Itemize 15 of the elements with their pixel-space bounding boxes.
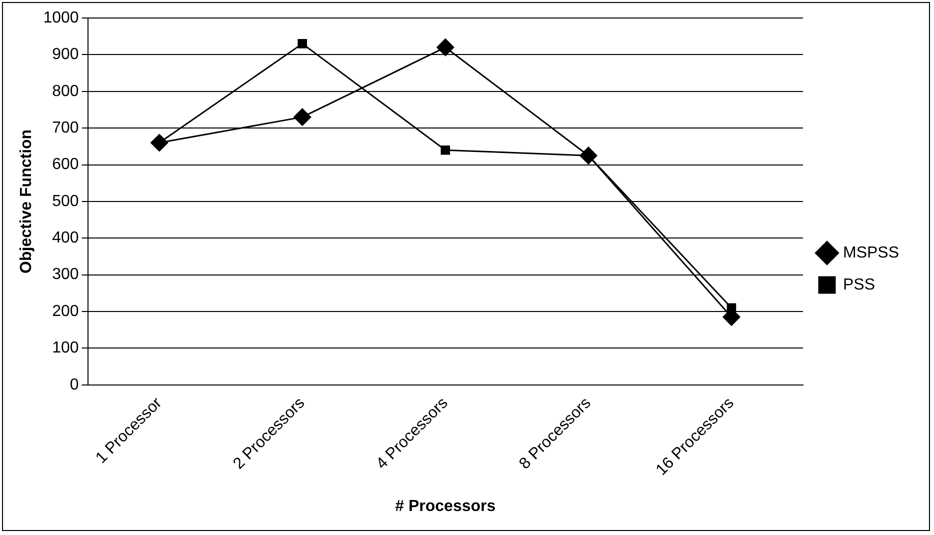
y-tick-label: 300 [52, 266, 79, 284]
y-tick-label: 600 [52, 156, 79, 174]
y-tick-label: 700 [52, 119, 79, 136]
y-tick-label: 500 [52, 192, 79, 210]
y-tick-label: 100 [52, 340, 79, 357]
y-tick-label: 0 [70, 376, 79, 394]
legend-label: PSS [842, 276, 875, 294]
y-tick-label: 400 [52, 230, 79, 247]
y-tick-label: 900 [52, 46, 79, 64]
y-axis-title: Objective Function [18, 129, 36, 274]
y-tick-label: 800 [52, 82, 79, 100]
x-axis-title: # Processors [395, 498, 496, 515]
y-tick-label: 200 [52, 302, 79, 320]
legend-label: MSPSS [842, 244, 899, 262]
y-tick-label: 1000 [43, 9, 79, 26]
